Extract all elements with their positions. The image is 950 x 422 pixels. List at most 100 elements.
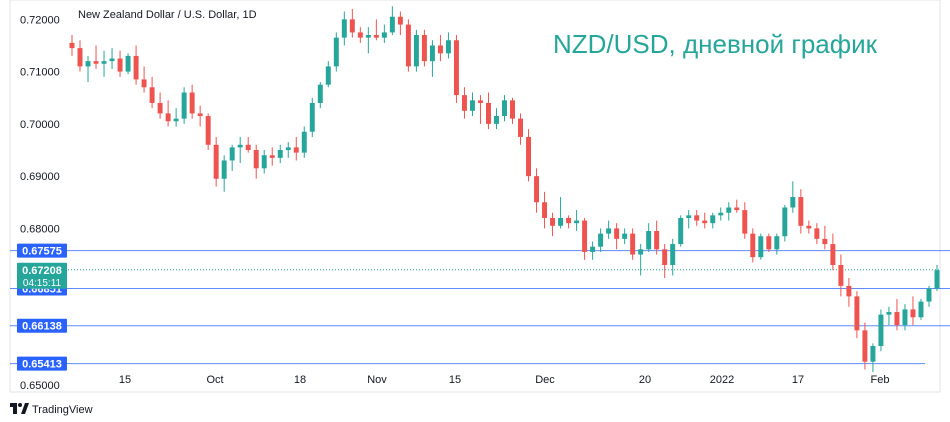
candle-body xyxy=(237,144,243,148)
candle-body xyxy=(862,330,868,362)
candle-body xyxy=(550,217,556,226)
x-tick-label: 15 xyxy=(119,374,131,386)
candle-body xyxy=(750,233,756,258)
instrument-title: New Zealand Dollar / U.S. Dollar, 1D xyxy=(78,9,257,21)
x-tick-label: 18 xyxy=(294,374,306,386)
x-tick-label: 17 xyxy=(792,374,804,386)
candle-body xyxy=(622,233,628,239)
candle-body xyxy=(133,55,139,80)
candle-body xyxy=(333,37,339,67)
candle-body xyxy=(373,35,379,38)
x-tick-label: Oct xyxy=(206,374,223,386)
candle-body xyxy=(694,215,700,221)
candle-body xyxy=(221,160,227,179)
candle-body xyxy=(397,16,403,25)
candle-body xyxy=(846,285,852,297)
candle-body xyxy=(69,42,75,49)
candle-body xyxy=(261,155,267,169)
y-tick-label: 0.65000 xyxy=(20,380,60,392)
candle-body xyxy=(253,150,259,169)
y-axis: 0.72000 0.71000 0.70000 0.69000 0.68000 0.650… xyxy=(20,14,60,392)
candle-body xyxy=(590,246,596,252)
candle-body xyxy=(542,202,548,218)
level-tag-label: 0.66138 xyxy=(22,321,62,333)
candle-body xyxy=(518,118,524,137)
candle-body xyxy=(662,249,668,265)
candle-body xyxy=(285,147,291,151)
candle-body xyxy=(405,24,411,67)
tradingview-logo-icon xyxy=(10,403,29,414)
x-tick-label: Feb xyxy=(871,374,890,386)
candle-body xyxy=(494,116,499,124)
candle-body xyxy=(173,118,179,122)
candle-body xyxy=(357,32,363,38)
candles xyxy=(69,6,940,373)
candle-body xyxy=(141,79,147,88)
candle-body xyxy=(197,113,203,117)
candle-body xyxy=(85,61,91,67)
candle-body xyxy=(854,296,860,331)
candle-body xyxy=(293,147,299,153)
candle-body xyxy=(606,228,612,234)
tradingview-label: TradingView xyxy=(32,404,93,416)
candle-body xyxy=(461,95,467,111)
candle-body xyxy=(341,19,347,38)
candle-body xyxy=(534,176,540,203)
candle-body xyxy=(453,40,459,96)
candle-body xyxy=(317,84,323,103)
candle-body xyxy=(630,233,636,255)
x-axis: 15 Oct 18 Nov 15 Dec 20 2022 17 Feb xyxy=(119,374,890,386)
level-tag xyxy=(17,318,67,333)
candle-body xyxy=(165,113,171,122)
candle-body xyxy=(566,217,572,224)
candle-body xyxy=(574,220,580,224)
candle-body xyxy=(309,102,315,132)
candle-body xyxy=(646,231,652,250)
candle-body xyxy=(429,45,435,62)
current-price-box xyxy=(17,262,67,289)
y-tick-label: 0.70000 xyxy=(20,119,60,131)
tradingview-logo[interactable]: TradingView xyxy=(10,403,93,416)
candle-body xyxy=(157,102,163,114)
candle-body xyxy=(277,150,283,158)
candle-body xyxy=(245,144,251,151)
candle-body xyxy=(814,228,820,239)
candle-body xyxy=(109,58,115,62)
candle-body xyxy=(838,264,844,286)
candle-body xyxy=(526,136,532,177)
candle-body xyxy=(686,215,692,218)
candle-body xyxy=(910,309,916,318)
candle-body xyxy=(205,116,211,145)
chart-frame xyxy=(9,0,941,393)
candle-body xyxy=(870,346,876,362)
candle-body xyxy=(485,102,491,124)
candle-body xyxy=(678,217,684,245)
candle-body xyxy=(469,100,475,111)
y-tick-label: 0.71000 xyxy=(20,67,60,79)
candle-body xyxy=(726,207,732,213)
candle-body xyxy=(101,61,107,64)
candle-body xyxy=(926,288,932,302)
candle-body xyxy=(558,217,564,226)
x-tick-label: Dec xyxy=(535,374,555,386)
candle-body xyxy=(93,61,99,64)
candle-body xyxy=(878,314,884,347)
candle-body xyxy=(445,40,451,54)
candle-body xyxy=(125,55,131,72)
level-tag-label: 0.67575 xyxy=(22,246,62,258)
candle-body xyxy=(798,197,804,226)
candle-body xyxy=(774,236,780,250)
candle-body xyxy=(389,16,395,33)
candle-body xyxy=(614,228,620,239)
candle-body xyxy=(822,238,828,245)
candle-body xyxy=(934,270,940,289)
x-tick-label: Nov xyxy=(367,374,387,386)
y-tick-label: 0.72000 xyxy=(20,14,60,26)
candle-body xyxy=(710,215,716,224)
candle-body xyxy=(702,220,708,224)
candle-body xyxy=(886,312,892,315)
candle-body xyxy=(638,249,644,255)
